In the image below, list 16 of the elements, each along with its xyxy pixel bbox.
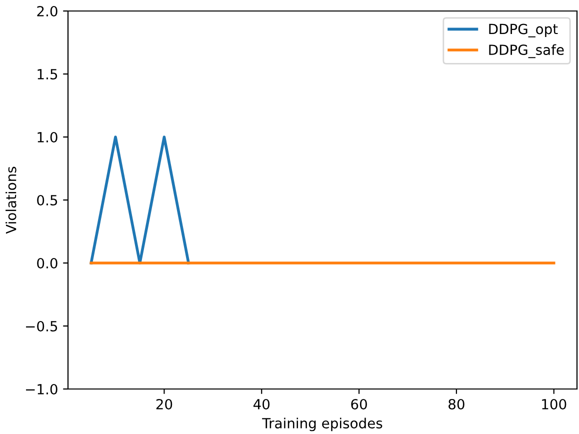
y-tick-label: 2.0 — [37, 6, 58, 16]
legend-label: DDPG_safe — [489, 44, 564, 58]
y-tick-label: −0.5 — [26, 320, 58, 332]
y-tick-label: 0.0 — [37, 258, 58, 268]
y-tick-label: 1.5 — [38, 69, 58, 80]
legend-label: DDPG_opt — [489, 24, 558, 38]
x-tick-label: 80 — [448, 398, 464, 410]
y-axis-title: Violations — [6, 166, 16, 234]
y-tick-label: −1.0 — [26, 384, 58, 394]
x-tick-label: 100 — [542, 398, 566, 410]
x-tick-label: 60 — [351, 398, 367, 410]
x-tick-label: 20 — [156, 398, 172, 410]
x-axis-title: Training episodes — [262, 418, 382, 432]
y-tick-label: 1.0 — [38, 132, 58, 142]
x-tick-label: 40 — [253, 398, 270, 410]
y-tick-label: 0.5 — [37, 194, 58, 206]
